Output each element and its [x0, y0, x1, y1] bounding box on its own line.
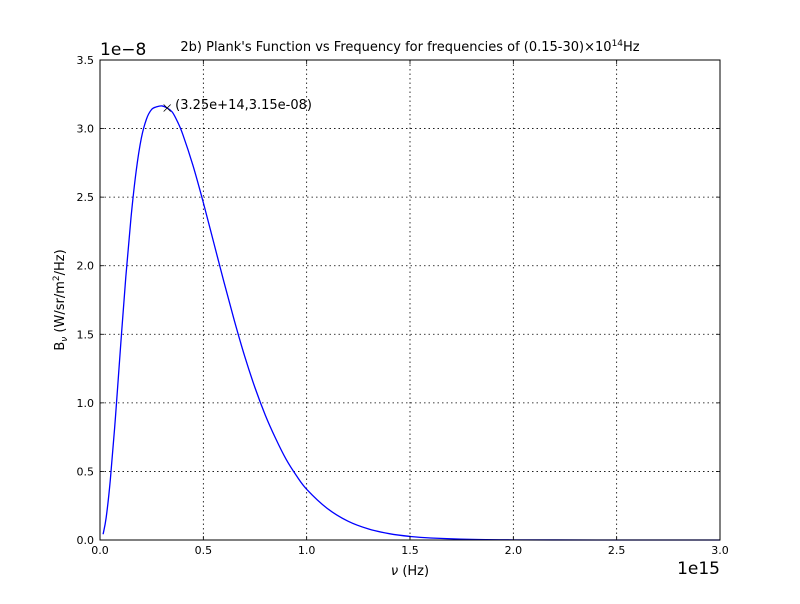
- y-tick-label: 3.5: [77, 54, 95, 67]
- x-label-symbol: ν: [391, 564, 398, 579]
- y-tick-label: 3.0: [77, 123, 95, 136]
- y-label-unit-a: (W/sr/m: [53, 281, 68, 337]
- title-times: ×: [584, 40, 595, 55]
- x-tick-label: 2.0: [505, 544, 523, 557]
- chart-title: 2b) Plank's Function vs Frequency for fr…: [180, 39, 639, 55]
- y-tick-label: 0.5: [77, 465, 95, 478]
- x-tick-label: 3.0: [711, 544, 729, 557]
- peak-marker: [163, 104, 171, 112]
- grid: [100, 60, 720, 540]
- y-label-sub: ν: [60, 337, 70, 342]
- title-main: 2b) Plank's Function vs Frequency for fr…: [180, 40, 584, 55]
- y-axis-label: Bν (W/sr/m2/Hz): [52, 249, 70, 350]
- y-tick-label: 1.5: [77, 328, 95, 341]
- title-unit: Hz: [623, 40, 640, 55]
- y-label-prefix: B: [53, 342, 68, 351]
- y-label-sup: 2: [52, 275, 62, 281]
- series-layer: [102, 105, 720, 541]
- y-tick-label: 1.0: [77, 397, 95, 410]
- ticks: [99, 59, 721, 541]
- x-tick-label: 0.5: [195, 544, 213, 557]
- x-tick-label: 0.0: [91, 544, 109, 557]
- y-tick-label: 0.0: [77, 534, 95, 547]
- x-axis-label: ν (Hz): [391, 564, 429, 579]
- tick-labels: 0.0 0.5 1.0 1.5 2.0 2.5 3.0 0.0 0.5 1.0 1.5 2.0 2.5 3…: [77, 54, 729, 557]
- peak-annotation-label: (3.25e+14,3.15e-08): [175, 98, 312, 113]
- title-exponent: 14: [612, 39, 624, 49]
- y-tick-label: 2.0: [77, 260, 95, 273]
- planck-curve-line: [102, 105, 720, 541]
- x-tick-label: 2.5: [608, 544, 626, 557]
- y-tick-label: 2.5: [77, 191, 95, 204]
- annotation-layer: (3.25e+14,3.15e-08): [163, 98, 312, 113]
- x-tick-label: 1.5: [401, 544, 419, 557]
- x-offset-text: 1e15: [677, 559, 720, 579]
- x-label-unit: (Hz): [398, 564, 429, 579]
- x-tick-label: 1.0: [298, 544, 316, 557]
- y-label-unit-b: /Hz): [53, 249, 68, 275]
- y-offset-text: 1e−8: [100, 40, 146, 60]
- title-base: 10: [595, 40, 612, 55]
